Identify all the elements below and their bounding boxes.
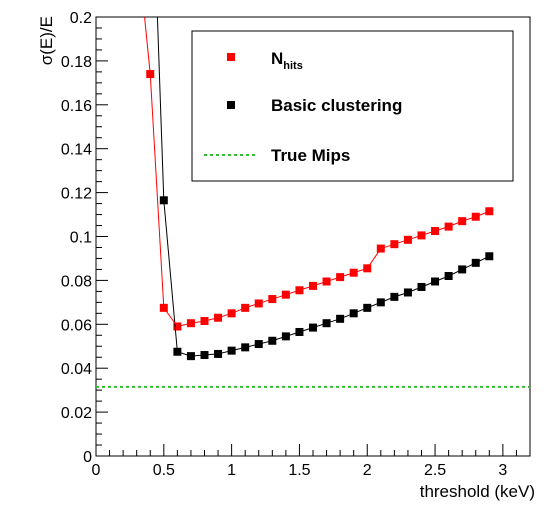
nhits-point: [444, 222, 453, 231]
legend-nhits-label: Nhits: [271, 49, 303, 72]
basic-point: [214, 349, 223, 358]
x-tick-label: 1.5: [288, 462, 310, 479]
legend-nhits-subscript: hits: [283, 60, 303, 72]
y-tick-label: 0.1: [70, 230, 92, 247]
y-tick-label: 0.06: [61, 317, 92, 334]
basic-point: [173, 347, 182, 356]
basic-point: [227, 346, 236, 355]
x-tick-label: 2: [363, 462, 372, 479]
x-axis-label: threshold (keV): [420, 482, 535, 501]
y-tick-label: 0.02: [61, 405, 92, 422]
nhits-point: [485, 207, 494, 216]
x-tick-label: 3: [498, 462, 507, 479]
y-tick-label: 0.14: [61, 142, 92, 159]
basic-point: [268, 336, 277, 345]
y-tick-label: 0.2: [70, 10, 92, 27]
basic-point: [254, 340, 263, 349]
nhits-point: [471, 212, 480, 221]
legend-box: [191, 30, 514, 182]
legend-nhits-marker: [227, 53, 235, 61]
basic-point: [241, 343, 250, 352]
basic-point: [363, 303, 372, 312]
legend-nhits-main: N: [271, 49, 283, 68]
basic-point: [349, 309, 358, 318]
y-tick-label: 0.16: [61, 98, 92, 115]
series-layer: [144, 17, 494, 361]
basic-point: [390, 292, 399, 301]
x-tick-label: 0.5: [153, 462, 175, 479]
nhits-point: [390, 240, 399, 249]
x-tick-label: 1: [227, 462, 236, 479]
legend-truemips-label: True Mips: [271, 146, 350, 165]
nhits-point: [458, 217, 467, 226]
basic-point: [159, 196, 168, 205]
nhits-point: [431, 227, 440, 236]
y-tick-label: 0: [83, 449, 92, 466]
basic-point: [376, 298, 385, 307]
y-tick-label: 0.04: [61, 361, 92, 378]
basic-point: [485, 252, 494, 261]
nhits-line: [144, 17, 490, 328]
y-tick-label: 0.18: [61, 54, 92, 71]
nhits-point: [417, 231, 426, 240]
basic-point: [186, 352, 195, 361]
basic-point: [471, 258, 480, 267]
x-tick-label: 2.5: [424, 462, 446, 479]
basic-point: [417, 282, 426, 291]
basic-point: [336, 314, 345, 323]
legend-basic-marker: [227, 101, 235, 109]
basic-point: [309, 323, 317, 332]
basic-point: [200, 351, 209, 360]
y-tick-label: 0.08: [61, 273, 92, 290]
basic-point: [295, 327, 304, 336]
y-axis-label: σ(E)/E: [37, 16, 56, 65]
nhits-point: [376, 244, 385, 253]
basic-point: [322, 319, 331, 328]
nhits-point: [403, 235, 412, 244]
x-tick-label: 0: [92, 462, 101, 479]
basic-point: [403, 288, 412, 297]
basic-point: [431, 277, 440, 286]
basic-point: [444, 272, 453, 281]
basic-point: [281, 332, 290, 341]
legend-basic-label: Basic clustering: [271, 96, 402, 115]
basic-point: [458, 265, 467, 274]
y-tick-label: 0.12: [61, 186, 92, 203]
